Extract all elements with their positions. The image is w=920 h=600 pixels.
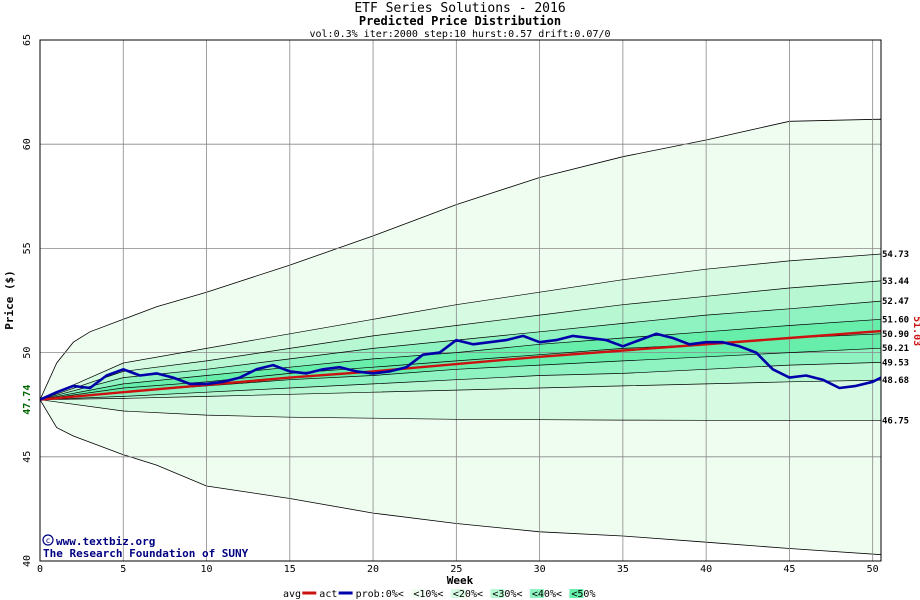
- y-axis-ticks: 40 45 50 55 60 65: [22, 34, 33, 567]
- percentile-end-label-0: 54.73: [882, 250, 909, 260]
- legend-swatch-3: [411, 589, 426, 598]
- legend: avg act prob:0%< <10%< <20%< <30%< <40%< <50%: [283, 589, 595, 600]
- legend-swatch-4: [450, 589, 465, 598]
- legend-label-6: <40%<: [532, 589, 562, 600]
- percentile-line-0: [39, 253, 882, 401]
- x-tick-label-15: 15: [284, 564, 296, 575]
- x-tick-label-50: 50: [867, 564, 879, 575]
- x-tick-label-35: 35: [617, 564, 629, 575]
- percentile-line-6: [39, 362, 882, 401]
- y-tick-label-50: 50: [22, 347, 33, 359]
- legend-label-4: <20%<: [453, 589, 483, 600]
- legend-label-5: <30%<: [492, 589, 522, 600]
- x-tick-label-20: 20: [367, 564, 379, 575]
- percentile-end-label-4: 50.90: [882, 330, 909, 340]
- legend-swatch-7: [569, 589, 584, 598]
- percentile-end-label-6: 49.53: [882, 358, 909, 368]
- x-axis-label: Week: [447, 574, 474, 587]
- percentile-end-labels: 54.73 53.44 52.47 51.60 50.90 50.21 49.53 48.68…: [882, 250, 910, 426]
- y-tick-label-60: 60: [22, 138, 33, 150]
- series-lines: [39, 329, 882, 401]
- watermark-url: www.textbiz.org: [56, 535, 155, 548]
- series-line-act: [39, 332, 882, 401]
- x-axis-ticks: 0 5 10 15 20 25 30 35 40 45 50: [37, 564, 879, 575]
- legend-swatch-6: [529, 589, 544, 598]
- x-tick-label-40: 40: [700, 564, 712, 575]
- watermark-org: The Research Foundation of SUNY: [43, 547, 249, 560]
- chart-title: ETF Series Solutions - 2016: [354, 1, 565, 16]
- x-tick-label-45: 45: [783, 564, 795, 575]
- percentile-end-label-2: 52.47: [882, 297, 909, 307]
- plot-frame: [39, 39, 882, 562]
- percentile-line-8: [39, 399, 881, 421]
- y-axis-label: Price ($): [3, 270, 16, 330]
- series-line-avg: [39, 329, 882, 401]
- percentile-end-label-7: 48.68: [882, 376, 909, 386]
- legend-label-3: <10%<: [413, 589, 443, 600]
- percentile-end-label-8: 46.75: [882, 416, 909, 426]
- band-4: [40, 319, 881, 400]
- legend-label-1: act: [319, 589, 337, 600]
- percentile-end-label-5: 50.21: [882, 344, 909, 354]
- x-tick-label-5: 5: [120, 564, 126, 575]
- legend-label-7: <50%: [571, 589, 595, 600]
- probability-bands: [39, 118, 882, 556]
- chart-subtitle: Predicted Price Distribution: [359, 14, 561, 28]
- copyright-glyph: c: [46, 536, 51, 545]
- percentile-end-label-3: 51.60: [882, 315, 909, 325]
- y-tick-label-65: 65: [22, 34, 33, 46]
- start-price-label: 47.74: [22, 385, 33, 415]
- copyright-icon: [42, 534, 54, 546]
- actual-end-price-label: 51.03: [911, 316, 920, 346]
- chart-params: vol:0.3% iter:2000 step:10 hurst:0.57 dr…: [309, 29, 610, 40]
- x-tick-label-0: 0: [37, 564, 43, 575]
- percentile-end-label-1: 53.44: [882, 277, 910, 287]
- x-tick-label-10: 10: [201, 564, 213, 575]
- legend-swatch-5: [490, 589, 505, 598]
- x-tick-label-30: 30: [534, 564, 546, 575]
- y-tick-label-45: 45: [22, 451, 33, 463]
- percentile-line-1: [39, 280, 882, 401]
- legend-label-2: prob:0%<: [356, 589, 404, 600]
- percentile-line-3: [39, 318, 882, 401]
- y-tick-label-55: 55: [22, 242, 33, 254]
- x-tick-label-25: 25: [450, 564, 462, 575]
- legend-label-0: avg: [283, 589, 301, 600]
- y-tick-label-40: 40: [22, 555, 33, 567]
- percentile-line-7: [39, 379, 882, 401]
